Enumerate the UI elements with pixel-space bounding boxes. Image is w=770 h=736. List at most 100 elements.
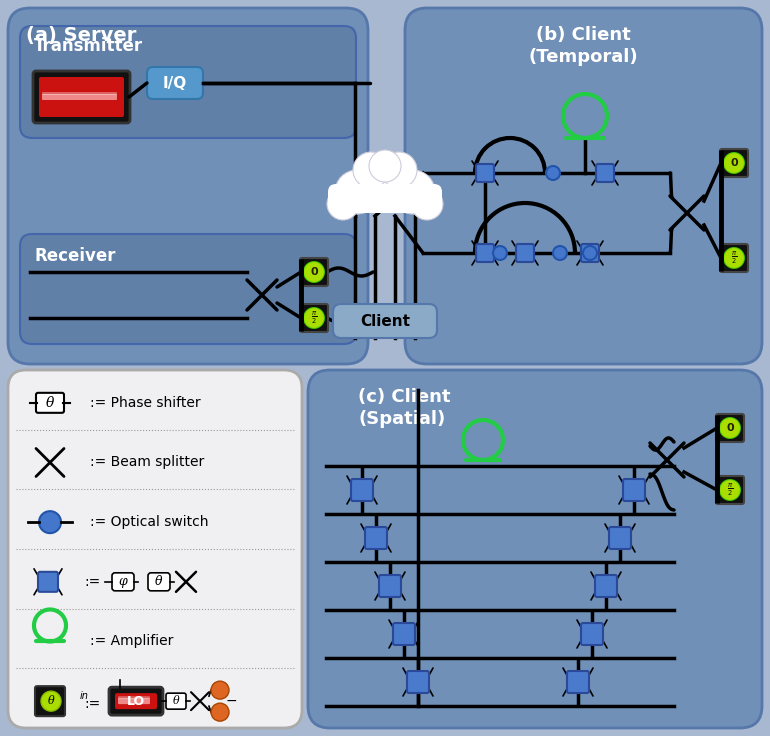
Circle shape <box>725 249 744 267</box>
Circle shape <box>303 261 325 283</box>
Circle shape <box>721 481 739 500</box>
Circle shape <box>546 166 560 180</box>
Circle shape <box>721 419 739 437</box>
Circle shape <box>211 681 229 699</box>
Circle shape <box>411 188 443 220</box>
Circle shape <box>335 170 379 214</box>
Circle shape <box>724 247 745 269</box>
FancyBboxPatch shape <box>623 479 645 501</box>
Text: := Beam splitter: := Beam splitter <box>90 456 204 470</box>
Circle shape <box>369 150 401 182</box>
FancyBboxPatch shape <box>300 258 328 286</box>
Text: θ: θ <box>45 396 54 410</box>
Text: := Optical switch: := Optical switch <box>90 515 209 529</box>
Text: θ: θ <box>156 576 162 588</box>
FancyBboxPatch shape <box>333 304 437 338</box>
Text: LO: LO <box>127 695 145 707</box>
FancyBboxPatch shape <box>115 693 157 710</box>
FancyBboxPatch shape <box>567 671 589 693</box>
FancyBboxPatch shape <box>300 304 328 332</box>
FancyBboxPatch shape <box>20 26 356 138</box>
Text: (a) Server: (a) Server <box>26 26 136 46</box>
FancyBboxPatch shape <box>405 8 762 364</box>
Circle shape <box>304 308 324 328</box>
FancyBboxPatch shape <box>33 71 130 123</box>
Circle shape <box>724 152 745 174</box>
FancyBboxPatch shape <box>148 573 170 591</box>
FancyBboxPatch shape <box>118 696 150 699</box>
FancyBboxPatch shape <box>8 370 302 728</box>
FancyBboxPatch shape <box>38 572 58 592</box>
FancyBboxPatch shape <box>716 414 744 442</box>
Text: $\frac{\pi}{2}$: $\frac{\pi}{2}$ <box>311 310 317 327</box>
Circle shape <box>719 417 741 439</box>
FancyBboxPatch shape <box>42 92 117 95</box>
FancyBboxPatch shape <box>716 476 744 504</box>
Circle shape <box>391 170 435 214</box>
FancyBboxPatch shape <box>609 527 631 549</box>
FancyBboxPatch shape <box>596 164 614 182</box>
Circle shape <box>304 263 323 281</box>
FancyBboxPatch shape <box>516 244 534 262</box>
Circle shape <box>41 691 61 711</box>
FancyBboxPatch shape <box>476 164 494 182</box>
Circle shape <box>723 152 745 174</box>
Circle shape <box>583 246 597 260</box>
Text: Transmitter: Transmitter <box>34 37 143 55</box>
Circle shape <box>719 417 741 439</box>
Text: θ: θ <box>172 696 179 706</box>
Text: :=: := <box>84 697 100 711</box>
Text: 0: 0 <box>726 423 734 433</box>
Text: := Phase shifter: := Phase shifter <box>90 396 201 410</box>
Text: Receiver: Receiver <box>34 247 116 265</box>
FancyBboxPatch shape <box>581 623 603 645</box>
Text: (c) Client
(Spatial): (c) Client (Spatial) <box>358 388 450 428</box>
Circle shape <box>723 247 745 269</box>
Circle shape <box>381 152 417 188</box>
Circle shape <box>353 152 389 188</box>
Circle shape <box>304 308 323 328</box>
FancyBboxPatch shape <box>393 623 415 645</box>
FancyBboxPatch shape <box>147 67 203 99</box>
FancyBboxPatch shape <box>720 244 748 272</box>
Circle shape <box>39 511 61 533</box>
Circle shape <box>724 153 744 173</box>
FancyBboxPatch shape <box>407 671 429 693</box>
Text: φ: φ <box>119 576 127 588</box>
FancyBboxPatch shape <box>118 698 150 704</box>
Circle shape <box>719 479 741 501</box>
Circle shape <box>493 246 507 260</box>
FancyBboxPatch shape <box>379 575 401 597</box>
Text: 0: 0 <box>730 158 738 168</box>
FancyBboxPatch shape <box>720 149 748 177</box>
Circle shape <box>725 154 744 172</box>
Circle shape <box>357 156 413 212</box>
Circle shape <box>304 262 324 282</box>
Text: (b) Client
(Temporal): (b) Client (Temporal) <box>528 26 638 66</box>
FancyBboxPatch shape <box>365 527 387 549</box>
Circle shape <box>553 246 567 260</box>
FancyBboxPatch shape <box>308 370 762 728</box>
FancyBboxPatch shape <box>351 479 373 501</box>
Text: I/Q: I/Q <box>163 76 187 91</box>
FancyBboxPatch shape <box>595 575 617 597</box>
Circle shape <box>303 307 325 329</box>
Text: $\frac{\pi}{2}$: $\frac{\pi}{2}$ <box>731 250 737 266</box>
Text: 0: 0 <box>310 267 318 277</box>
Circle shape <box>327 188 359 220</box>
FancyBboxPatch shape <box>36 393 64 413</box>
Circle shape <box>211 703 229 721</box>
FancyBboxPatch shape <box>581 244 599 262</box>
Circle shape <box>303 308 324 328</box>
Text: in: in <box>80 691 89 701</box>
FancyBboxPatch shape <box>109 687 163 715</box>
Circle shape <box>303 261 324 283</box>
Circle shape <box>720 480 740 500</box>
FancyBboxPatch shape <box>20 234 356 344</box>
FancyBboxPatch shape <box>112 573 134 591</box>
Text: := Amplifier: := Amplifier <box>90 634 173 648</box>
Circle shape <box>720 418 740 438</box>
FancyBboxPatch shape <box>166 693 186 710</box>
FancyBboxPatch shape <box>8 8 368 364</box>
FancyBboxPatch shape <box>42 94 117 100</box>
